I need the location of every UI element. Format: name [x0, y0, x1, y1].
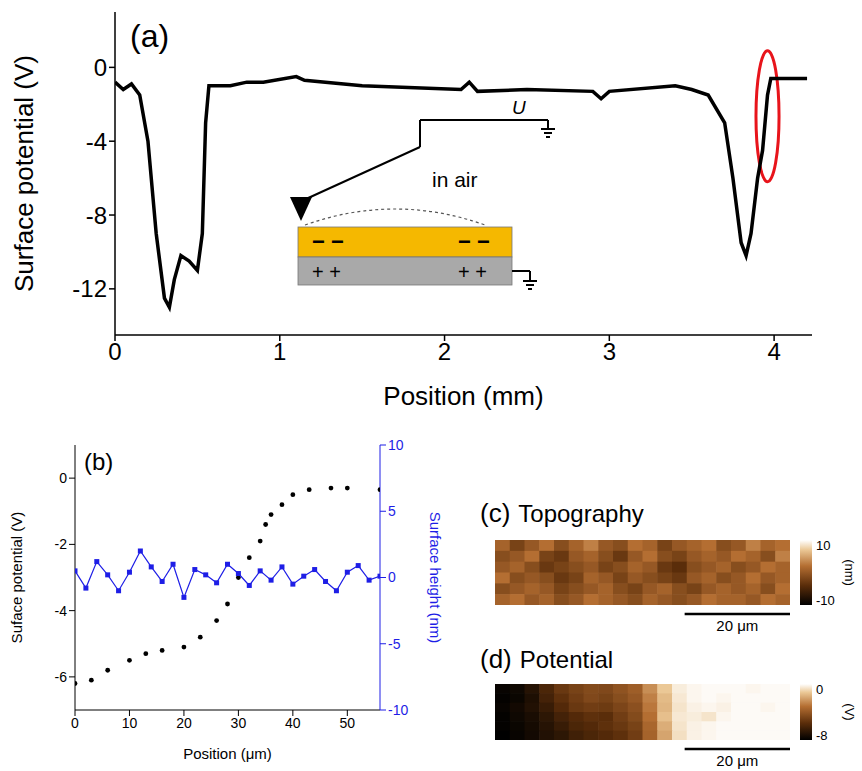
- html-text:(c) Topography: (c) Topography: [480, 498, 644, 528]
- svg-text:10: 10: [388, 437, 404, 453]
- svg-text:U: U: [512, 97, 526, 118]
- html-text:(d) Potential: (d) Potential: [480, 644, 614, 674]
- svg-text:4: 4: [767, 338, 780, 365]
- svg-text:− −: − −: [312, 229, 344, 254]
- svg-text:0: 0: [816, 682, 823, 697]
- svg-text:Surface potential (V): Surface potential (V): [9, 55, 39, 292]
- svg-text:20 μm: 20 μm: [716, 617, 758, 634]
- svg-text:3: 3: [603, 338, 616, 365]
- svg-text:(V): (V): [842, 703, 857, 720]
- svg-text:(nm): (nm): [842, 559, 857, 586]
- html-text:(a): (a): [130, 18, 170, 54]
- svg-text:10: 10: [816, 538, 830, 553]
- svg-text:-4: -4: [86, 128, 107, 155]
- svg-text:1: 1: [273, 338, 286, 365]
- svg-text:5: 5: [388, 503, 396, 519]
- svg-text:0: 0: [94, 54, 107, 81]
- svg-text:-10: -10: [388, 702, 408, 718]
- svg-text:0: 0: [108, 338, 121, 365]
- svg-text:− −: − −: [458, 229, 490, 254]
- svg-text:-12: -12: [72, 275, 107, 302]
- svg-text:-4: -4: [55, 603, 68, 619]
- svg-text:Suface potential (V): Suface potential (V): [8, 512, 25, 644]
- svg-text:0: 0: [71, 715, 79, 731]
- svg-text:+ +: + +: [458, 261, 487, 283]
- svg-text:-8: -8: [816, 728, 828, 743]
- svg-text:-5: -5: [388, 636, 401, 652]
- svg-text:40: 40: [285, 715, 301, 731]
- svg-text:50: 50: [340, 715, 356, 731]
- svg-text:2: 2: [438, 338, 451, 365]
- svg-text:-10: -10: [816, 593, 835, 608]
- svg-text:Position (μm): Position (μm): [183, 745, 272, 762]
- html-text:(b): (b): [84, 448, 114, 475]
- svg-text:-2: -2: [55, 536, 68, 552]
- svg-text:+ +: + +: [312, 261, 341, 283]
- svg-text:Surface height (nm): Surface height (nm): [427, 512, 444, 644]
- svg-text:-8: -8: [86, 202, 107, 229]
- svg-text:30: 30: [231, 715, 247, 731]
- svg-text:20: 20: [176, 715, 192, 731]
- svg-text:-6: -6: [55, 669, 68, 685]
- svg-text:0: 0: [388, 569, 396, 585]
- svg-text:20 μm: 20 μm: [716, 752, 758, 769]
- svg-text:Position (mm): Position (mm): [383, 381, 543, 410]
- svg-text:in air: in air: [432, 168, 478, 191]
- svg-text:0: 0: [59, 470, 67, 486]
- svg-text:10: 10: [122, 715, 138, 731]
